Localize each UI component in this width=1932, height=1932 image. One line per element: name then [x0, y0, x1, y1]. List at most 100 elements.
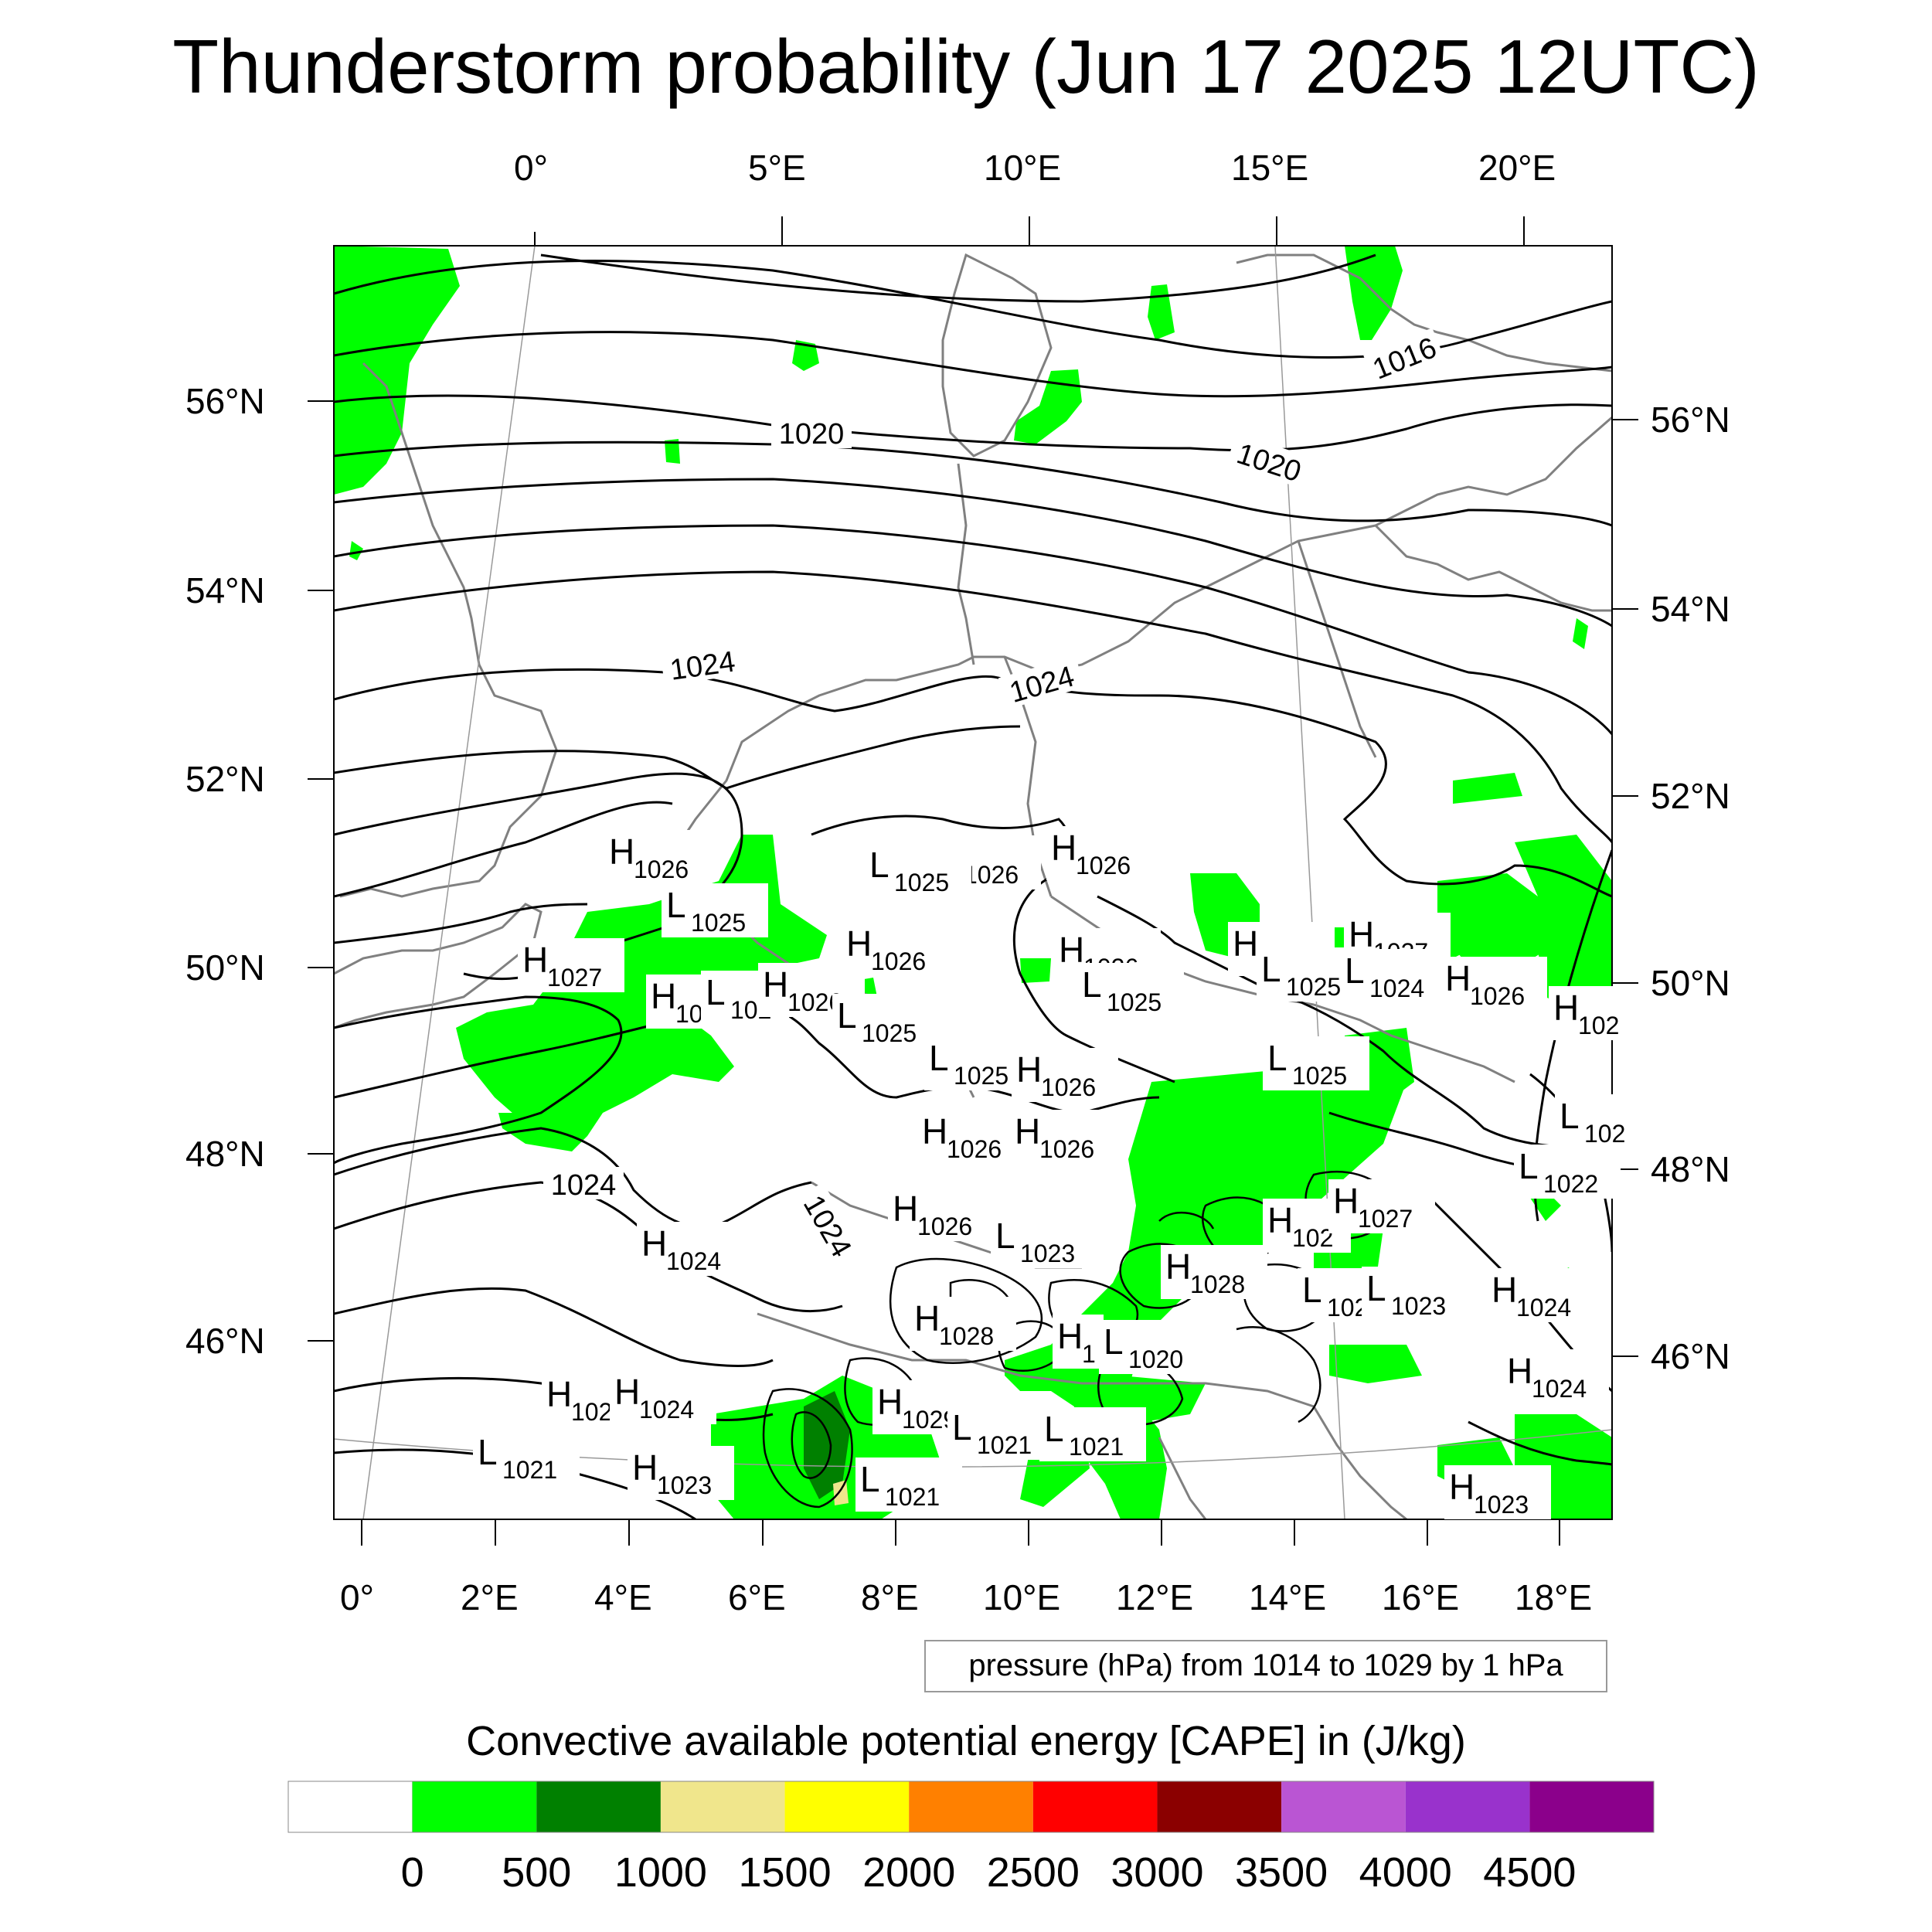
pressure-center-type: L [666, 885, 686, 925]
pressure-center-type: H [609, 832, 634, 872]
pressure-center-value: 1028 [1190, 1270, 1245, 1298]
pressure-center-value: 1025 [1292, 1062, 1347, 1090]
pressure-center-value: 1026 [947, 1135, 1002, 1163]
map-title: Thunderstorm probability (Jun 17 2025 12… [172, 24, 1760, 109]
pressure-center-value: 102 [1584, 1120, 1625, 1148]
colorbar-title: Convective available potential energy [C… [466, 1718, 1466, 1764]
pressure-center-value: 1026 [917, 1213, 972, 1240]
pressure-center: L 1021 [855, 1458, 962, 1512]
pressure-center-type: H [1507, 1351, 1532, 1391]
bottom-lon-label: 18°E [1515, 1577, 1593, 1617]
top-lon-label: 20°E [1478, 148, 1556, 188]
bottom-lon-label: 14°E [1249, 1577, 1327, 1617]
pressure-center-type: H [914, 1298, 940, 1338]
pressure-center-value: 1024 [1532, 1375, 1587, 1403]
pressure-center-type: L [995, 1216, 1015, 1256]
pressure-center-type: H [1057, 1316, 1083, 1356]
bottom-lon-label: 6°E [728, 1577, 786, 1617]
pressure-center-type: L [869, 845, 889, 885]
pressure-center-type: L [1560, 1096, 1580, 1136]
pressure-center: L 1022 [1514, 1145, 1621, 1199]
pressure-center-value: 1021 [1069, 1433, 1124, 1461]
pressure-center-type: H [1449, 1467, 1475, 1507]
contour-label: 1024 [1006, 660, 1078, 709]
pressure-center: L 1020 [1099, 1320, 1206, 1374]
pressure-center-type: L [1261, 949, 1281, 989]
pressure-center-type: H [651, 976, 676, 1016]
tick-marks [308, 216, 1638, 1546]
bottom-lon-label: 0° [340, 1577, 374, 1617]
top-lon-label: 10°E [984, 148, 1062, 188]
pressure-center-type: L [1104, 1321, 1124, 1362]
pressure-center-type: H [522, 940, 548, 980]
pressure-center-type: L [1519, 1146, 1539, 1186]
pressure-center-value: 102 [1578, 1012, 1619, 1039]
pressure-center-value: 10 [675, 1000, 703, 1028]
pressure-center-value: 1025 [954, 1062, 1009, 1090]
pressure-center-value: 1028 [939, 1322, 994, 1350]
left-lat-label: 46°N [185, 1321, 265, 1361]
pressure-center-value: 1024 [1516, 1294, 1571, 1321]
pressure-center-type: L [1267, 1038, 1287, 1078]
pressure-center-value: 1023 [1391, 1292, 1446, 1320]
pressure-center-value: 1026 [1041, 1073, 1096, 1101]
top-lon-label: 15°E [1231, 148, 1309, 188]
cape-high-areas [804, 1391, 850, 1499]
pressure-center: L 1024 [1340, 949, 1447, 1003]
pressure-center-value: 1025 [1286, 973, 1341, 1001]
right-lat-label: 50°N [1651, 963, 1730, 1003]
pressure-center-value: 1021 [977, 1431, 1032, 1459]
pressure-center-value: 1027 [547, 964, 602, 992]
left-lat-label: 54°N [185, 570, 265, 611]
pressure-center-value: 1020 [1128, 1345, 1183, 1373]
pressure-center-type: H [1267, 1200, 1293, 1240]
pressure-center-type: L [1366, 1268, 1386, 1308]
bottom-lon-label: 16°E [1382, 1577, 1460, 1617]
pressure-center-value: 1025 [1107, 988, 1162, 1016]
pressure-center-type: L [706, 972, 726, 1012]
coastlines [334, 253, 1612, 1519]
pressure-center: L 1021 [947, 1406, 1054, 1460]
right-lat-label: 54°N [1651, 589, 1730, 629]
pressure-center-value: 1025 [862, 1019, 917, 1047]
isobars [334, 253, 1612, 1519]
pressure-center-type: H [1015, 1111, 1040, 1151]
pressure-center-value: 1 [1082, 1340, 1096, 1368]
pressure-center-value: 1026 [1076, 852, 1131, 879]
pressure-center-type: H [1051, 828, 1077, 868]
pressure-center-value: 1024 [1369, 975, 1424, 1002]
pressure-center-type: H [893, 1189, 918, 1229]
pressure-center: H1 [1053, 1315, 1104, 1369]
right-lat-label: 48°N [1651, 1149, 1730, 1189]
contour-label: 1024 [551, 1169, 617, 1202]
bottom-lon-label: 4°E [594, 1577, 652, 1617]
pressure-center-type: H [1333, 1181, 1359, 1221]
pressure-center-value: 1025 [691, 909, 746, 937]
pressure-center-type: H [922, 1111, 947, 1151]
bottom-lon-label: 10°E [983, 1577, 1061, 1617]
pressure-center: L 1021 [473, 1430, 580, 1485]
pressure-center-type: H [1016, 1049, 1042, 1090]
pressure-center-type: L [478, 1432, 498, 1472]
left-lat-label: 50°N [185, 947, 265, 988]
pressure-center-type: H [846, 923, 872, 964]
pressure-center: L 1025 [1077, 963, 1184, 1017]
right-lat-label: 46°N [1651, 1336, 1730, 1376]
pressure-center: L 1023 [991, 1214, 1097, 1268]
pressure-center: L 1025 [1263, 1036, 1369, 1090]
pressure-center-value: 1023 [1020, 1240, 1075, 1267]
pressure-center-type: H [763, 964, 788, 1005]
pressure-center-value: 1024 [639, 1396, 694, 1423]
